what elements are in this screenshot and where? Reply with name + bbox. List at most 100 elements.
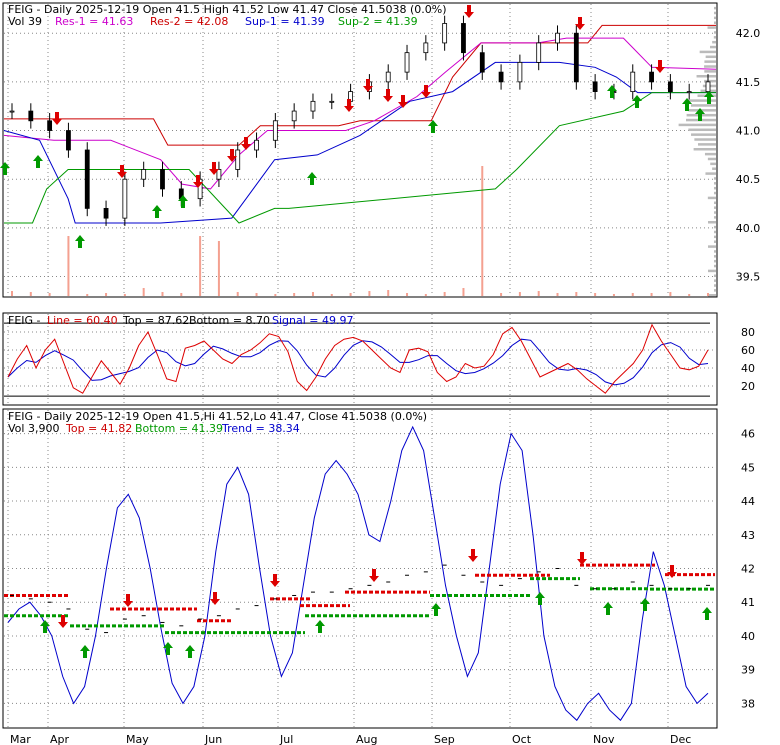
down-arrow (369, 569, 379, 582)
x-tick-label: Mar (10, 733, 31, 745)
res2-line (4, 24, 716, 146)
volume-bar (707, 293, 709, 296)
volume-profile-bar (696, 75, 716, 78)
volume-profile-bar (714, 289, 716, 292)
down-arrow (667, 565, 677, 578)
candle-body (667, 81, 673, 93)
volume-profile-bar (713, 36, 716, 39)
trend-header-vol: Vol 3,900 (8, 422, 59, 435)
volume-bar (29, 292, 32, 296)
volume-bar (462, 288, 465, 296)
volume-bar (368, 291, 371, 296)
volume-bar (424, 294, 427, 296)
volume-profile-bar (714, 186, 716, 190)
volume-bar (236, 292, 239, 296)
candle-body (254, 139, 259, 151)
down-arrow (464, 5, 474, 18)
candle-body (423, 42, 429, 54)
x-tick-label: Jun (204, 733, 222, 745)
y-tick-label: 41 (741, 596, 755, 609)
candle-body (649, 71, 654, 83)
candle-body (291, 110, 297, 122)
candle-body (686, 91, 692, 93)
up-arrow (80, 645, 90, 658)
volume-profile-bar (714, 255, 716, 258)
up-arrow (307, 172, 317, 185)
candle-body (705, 81, 711, 93)
up-arrow (640, 598, 650, 611)
candle-body (630, 71, 636, 92)
oscillator-grid (4, 314, 716, 404)
down-arrow (117, 165, 127, 178)
price-header-sup2: Sup-2 = 41.39 (338, 15, 418, 28)
volume-profile-bar (705, 172, 716, 175)
candle-body (592, 81, 598, 93)
osc-header-top: Top = 87.62 (122, 314, 189, 327)
candle-body (84, 149, 90, 209)
volume-profile-bar (714, 240, 716, 243)
volume-profile-bar (714, 230, 716, 234)
volume-profile-bar (714, 21, 716, 24)
candle-body (329, 100, 335, 103)
y-tick-label: 42.0 (736, 27, 761, 40)
volume-bar (669, 292, 672, 296)
candle-body (28, 110, 34, 122)
volume-bar (105, 293, 108, 296)
up-arrow (185, 645, 195, 658)
volume-profile-bar (707, 245, 716, 248)
volume-profile-bar (714, 235, 716, 239)
volume-profile-bar (688, 109, 716, 112)
candle-body (47, 120, 53, 131)
osc-header-bottom: Bottom = 8.70 (189, 314, 270, 327)
candle-body (442, 23, 448, 44)
volume-profile-bar (709, 45, 716, 49)
volume-profile-bar (714, 211, 716, 214)
up-arrow (315, 620, 325, 633)
candle-body (66, 130, 71, 151)
volume-profile-bar (694, 138, 716, 141)
trend-header-title: FEIG - Daily 2025-12-19 Open 41.5,Hi 41.… (8, 410, 427, 423)
volume-bar (311, 292, 314, 296)
price-lines (3, 24, 717, 224)
volume-profile-bar (704, 79, 716, 83)
candle-body (141, 169, 147, 180)
volume-profile-bar (693, 148, 716, 151)
y-tick-label: 46 (741, 428, 755, 441)
up-arrow (428, 120, 438, 133)
down-arrow (468, 549, 478, 562)
candle-body (479, 52, 485, 73)
up-arrow (632, 95, 642, 108)
trend-header-trend: Trend = 38.34 (221, 422, 300, 435)
candle-body (573, 32, 579, 83)
candle-body (385, 71, 391, 83)
price-header-sup1: Sup-1 = 41.39 (245, 15, 325, 28)
volume-profile-bar (707, 26, 716, 29)
down-arrow (363, 79, 373, 92)
y-tick-label: 43 (741, 529, 755, 542)
volume-profile-bar (714, 225, 716, 229)
volume-bar (631, 293, 634, 296)
signal-arrows (0, 5, 714, 248)
sup1-line (3, 61, 716, 224)
x-tick-label: Aug (356, 733, 377, 745)
volume-profile-bar (714, 191, 716, 195)
volume-profile-bar (714, 284, 716, 287)
volume-profile-bar (714, 279, 716, 282)
up-arrow (682, 98, 692, 111)
volume-bar (500, 293, 503, 296)
volume-bar (612, 294, 615, 296)
volume-profile-bar (705, 55, 716, 59)
candle-body (536, 42, 542, 63)
candle-body (517, 62, 523, 83)
volume-profile-bar (691, 133, 716, 136)
candle-body (216, 169, 222, 180)
oscillator-lines (4, 322, 710, 397)
y-tick-label: 39.5 (736, 271, 761, 284)
up-arrow (431, 603, 441, 616)
volume-profile-bar (688, 128, 716, 132)
candle-body (498, 71, 504, 83)
price-grid (4, 4, 716, 296)
volume-bar (406, 293, 409, 296)
volume-profile-bar (708, 269, 716, 273)
